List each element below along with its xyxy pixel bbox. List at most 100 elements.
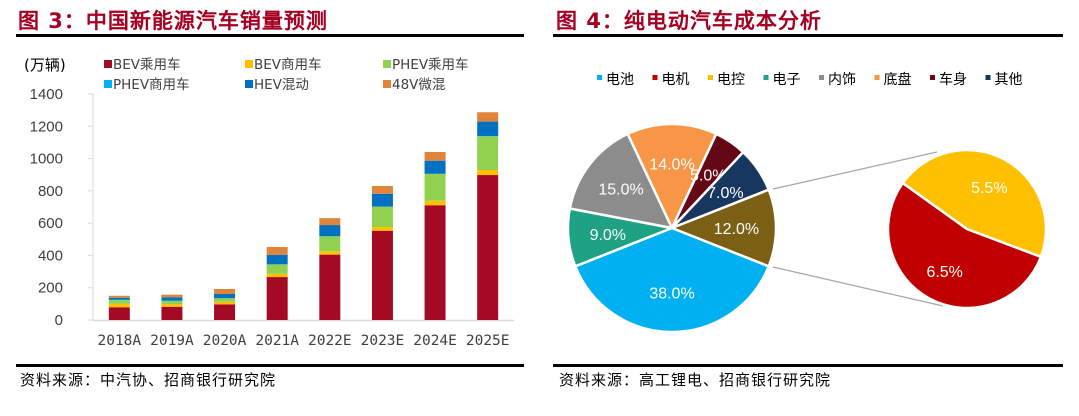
x-tick-label: 2018A — [97, 333, 141, 349]
bar-segment — [161, 297, 183, 301]
pie-legend-label: 底盘 — [884, 71, 912, 88]
y-tick-label: 1000 — [30, 151, 63, 168]
x-tick-label: 2025E — [466, 333, 510, 349]
bar-segment — [424, 205, 446, 320]
x-tick-label: 2019A — [150, 333, 194, 349]
bar-segment — [371, 227, 393, 231]
y-axis-unit-label: (万辆) — [24, 56, 66, 74]
bar-segment — [266, 254, 288, 265]
pie-legend-label: 电机 — [662, 72, 690, 88]
bar-segment — [108, 297, 130, 300]
x-tick-label: 2022E — [308, 333, 352, 349]
pie-legend-label: 电子 — [773, 72, 801, 88]
legend-label: BEV乘用车 — [113, 56, 181, 73]
bar-segment — [108, 303, 130, 308]
bar-segment — [214, 289, 236, 295]
y-tick-label: 400 — [38, 247, 63, 264]
left-chart-title: 图 3：中国新能源汽车销量预测 — [18, 9, 328, 33]
right-source-rule — [553, 364, 1063, 367]
main-pie-data-label: 38.0% — [649, 285, 694, 302]
pie-legend-swatch — [597, 75, 602, 80]
bar-segment — [266, 247, 288, 255]
y-tick-label: 200 — [38, 280, 63, 297]
legend-swatch — [383, 60, 391, 68]
main-pie-data-label: 7.0% — [707, 185, 743, 202]
pie-legend-swatch — [985, 75, 991, 80]
main-pie-slice — [568, 132, 674, 230]
legend-label: BEV商用车 — [254, 56, 322, 73]
bar-segment — [477, 175, 499, 320]
pie-legend-label: 其他 — [995, 72, 1023, 88]
y-tick-label: 600 — [38, 215, 63, 232]
y-tick-label: 1400 — [30, 86, 63, 103]
bar-segment — [266, 264, 288, 274]
bar-segment — [161, 304, 183, 307]
bar-chart: (万辆) 0 200 400 600 800 1000 1200 1400 2018A 2019A 2… — [24, 56, 514, 349]
x-tick-label: 2024E — [413, 333, 457, 349]
left-source-text: 资料来源：中汽协、招商银行研究院 — [20, 371, 277, 389]
main-pie-slice — [574, 226, 770, 334]
bar-segment — [424, 173, 446, 201]
bar-segment — [161, 300, 183, 305]
legend-label: HEV混动 — [254, 77, 309, 93]
right-title-rule — [553, 34, 1063, 37]
connector-line-bottom — [772, 266, 944, 307]
secondary-pie-data-label: 5.5% — [971, 180, 1007, 197]
pie-legend-swatch — [708, 75, 713, 80]
legend-label: PHEV乘用车 — [392, 56, 469, 73]
legend-label: 48V微混 — [392, 77, 446, 93]
bar-segment — [371, 186, 393, 194]
legend-label: PHEV商用车 — [113, 76, 190, 93]
bar-segment — [371, 230, 393, 320]
y-tick-label: 0 — [55, 312, 63, 329]
pie-legend-swatch — [819, 75, 824, 80]
legend-swatch — [104, 60, 112, 68]
bar-segment — [424, 160, 446, 174]
bar-segment — [214, 298, 236, 302]
bar-segment — [214, 294, 236, 299]
right-chart-title: 图 4：纯电动汽车成本分析 — [556, 9, 822, 33]
bar-segment — [477, 112, 499, 122]
main-pie-data-label: 14.0% — [649, 157, 694, 174]
bar-segment — [161, 294, 183, 298]
bar-segment — [108, 307, 130, 320]
bar-segment — [161, 306, 183, 320]
pie-legend-swatch — [652, 75, 658, 80]
main-pie-slice — [670, 188, 778, 268]
pie-legend-label: 电控 — [717, 72, 745, 88]
left-source-rule — [16, 364, 524, 367]
secondary-pie-slice — [901, 148, 1048, 259]
bar-segment — [371, 206, 393, 228]
bar-segment — [319, 236, 341, 252]
bar-segment — [319, 218, 341, 226]
pie-legend-label: 车身 — [939, 71, 967, 88]
main-pie-data-label: 15.0% — [598, 181, 643, 198]
legend-swatch — [245, 60, 253, 68]
bar-segment — [319, 251, 341, 255]
right-source-text: 资料来源：高工锂电、招商银行研究院 — [559, 371, 832, 389]
pie-chart: 电池 电机 电控 电子 内饰 底盘 车身 其他38.0%9.0%15.0%14.0%5.0%7… — [566, 71, 1048, 334]
bar-segment — [477, 121, 499, 136]
bar-segment — [371, 193, 393, 207]
bar-segment — [266, 277, 288, 320]
y-tick-label: 800 — [38, 183, 63, 200]
bar-segment — [266, 273, 288, 278]
bar-segment — [108, 295, 130, 298]
pie-legend-label: 电池 — [606, 72, 634, 88]
left-title-rule — [16, 34, 524, 37]
secondary-pie-data-label: 6.5% — [926, 264, 962, 281]
x-tick-label: 2023E — [361, 333, 405, 349]
bar-segment — [477, 170, 499, 176]
main-pie-slice — [626, 122, 718, 230]
bar-segment — [319, 254, 341, 320]
bar-segment — [477, 136, 499, 171]
pie-legend-swatch — [874, 75, 880, 80]
secondary-pie-slice — [886, 181, 1043, 310]
bar-segment — [319, 225, 341, 237]
legend-swatch — [383, 80, 391, 88]
bar-segment — [424, 200, 446, 206]
pie-legend-label: 内饰 — [828, 72, 856, 88]
pie-legend-swatch — [763, 75, 769, 80]
legend-swatch — [104, 80, 112, 88]
x-tick-label: 2021A — [255, 333, 299, 349]
